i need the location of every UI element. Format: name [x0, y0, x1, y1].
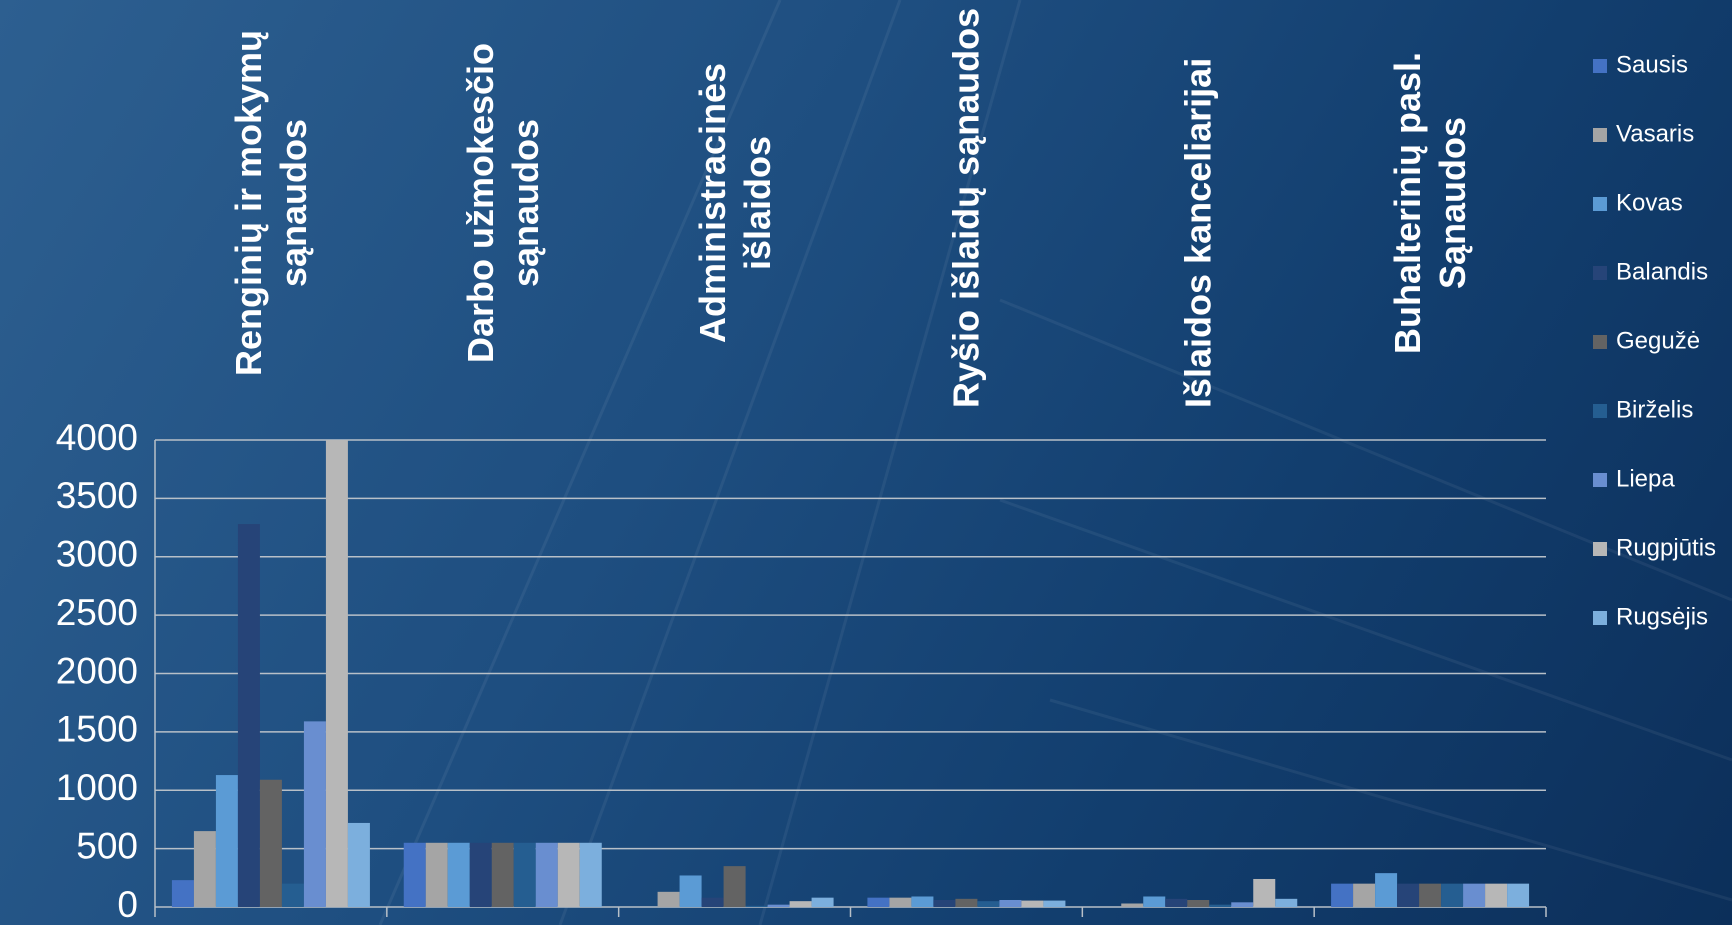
bar [1021, 900, 1044, 907]
bar [1485, 883, 1508, 907]
bar [403, 842, 426, 907]
decor [378, 0, 1732, 925]
bar [347, 822, 370, 907]
bar [1441, 883, 1464, 907]
bar [303, 721, 326, 907]
bar [579, 842, 602, 907]
bar [215, 775, 238, 907]
legend-label: Balandis [1616, 258, 1708, 285]
bar [701, 897, 724, 907]
y-tick-label: 3000 [56, 534, 138, 575]
bar [745, 905, 768, 907]
category-label: Renginių ir mokymų sąnaudos [227, 29, 314, 377]
bar [977, 901, 1000, 907]
y-tick-label: 2000 [56, 650, 138, 691]
legend-swatch [1593, 266, 1607, 280]
y-tick-label: 1500 [56, 709, 138, 750]
bar [1375, 873, 1398, 907]
bar [237, 524, 260, 907]
legend-label: Gegužė [1616, 327, 1700, 354]
category-label: Administracinės išlaidos [691, 62, 778, 344]
bar [723, 866, 746, 907]
bar [811, 897, 834, 907]
legend-swatch [1593, 128, 1607, 142]
bar [1253, 878, 1276, 907]
bar [1187, 899, 1210, 907]
bar [469, 842, 492, 907]
legend-swatch [1593, 404, 1607, 418]
legend-label: Rugsėjis [1616, 603, 1708, 630]
bar [425, 842, 448, 907]
category-label: Ryšio išlaidų sąnaudos [945, 7, 987, 408]
bar [933, 899, 956, 907]
bar [911, 896, 934, 907]
bar [1165, 898, 1188, 907]
legend-label: Kovas [1616, 189, 1683, 216]
y-tick-label: 3500 [56, 475, 138, 516]
y-tick-label: 500 [76, 825, 138, 866]
legend-label: Birželis [1616, 396, 1693, 423]
bar [259, 779, 282, 907]
bar [171, 880, 194, 907]
legend-swatch [1593, 611, 1607, 625]
bar [1275, 898, 1298, 907]
bar [1463, 883, 1486, 907]
legend-swatch [1593, 59, 1607, 73]
legend-label: Rugpjūtis [1616, 534, 1716, 561]
category-label: Išlaidos kanceliarijai [1177, 57, 1219, 408]
y-tick-label: 2500 [56, 592, 138, 633]
legend-label: Vasaris [1616, 120, 1694, 147]
legend-label: Sausis [1616, 51, 1688, 78]
legend-label: Liepa [1616, 465, 1675, 492]
bar [325, 440, 348, 907]
category-label: Darbo užmokesčio sąnaudos [459, 42, 546, 364]
bar [491, 842, 514, 907]
bar [1231, 902, 1254, 907]
bar [1419, 883, 1442, 907]
bar [955, 898, 978, 907]
bar [513, 842, 536, 907]
bar [657, 891, 680, 907]
bar [281, 883, 304, 907]
y-tick-label: 4000 [56, 417, 138, 458]
bar [1121, 903, 1144, 907]
bar [679, 875, 702, 907]
bar [1507, 883, 1530, 907]
legend-swatch [1593, 197, 1607, 211]
bar [767, 904, 790, 907]
legend-swatch [1593, 335, 1607, 349]
category-label: Buhalterinių pasl. Sąnaudos [1387, 51, 1474, 355]
y-tick-label: 0 [117, 884, 138, 925]
bar [1143, 896, 1166, 907]
bar [1043, 900, 1066, 907]
legend-swatch [1593, 542, 1607, 556]
bar [447, 842, 470, 907]
bar [789, 901, 812, 907]
bar [999, 899, 1022, 907]
bar [1397, 883, 1420, 907]
bar [1209, 904, 1232, 907]
legend-swatch [1593, 473, 1607, 487]
y-tick-label: 1000 [56, 767, 138, 808]
bar [1331, 883, 1354, 907]
bar [1353, 883, 1376, 907]
bar [535, 842, 558, 907]
bar [889, 897, 912, 907]
bar [557, 842, 580, 907]
bar [193, 831, 216, 907]
bar [867, 897, 890, 907]
